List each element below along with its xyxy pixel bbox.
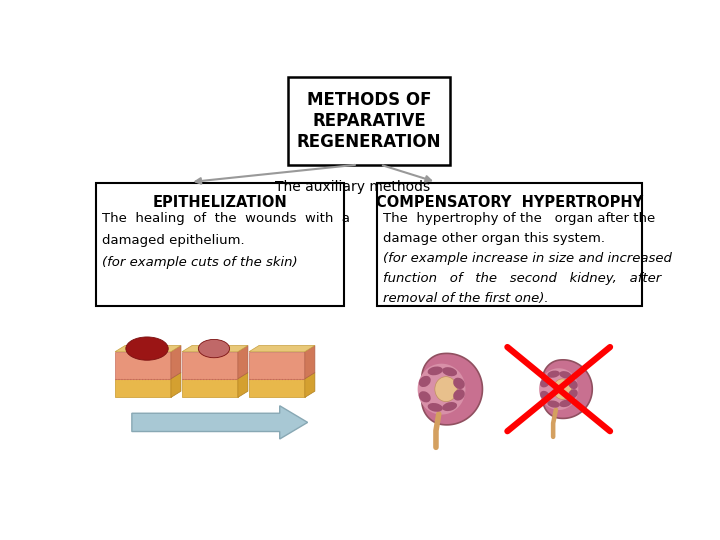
Polygon shape	[132, 406, 307, 439]
FancyBboxPatch shape	[96, 183, 344, 306]
Text: The  hypertrophy of the   organ after the: The hypertrophy of the organ after the	[383, 212, 655, 225]
Ellipse shape	[442, 367, 457, 376]
Polygon shape	[249, 352, 305, 379]
Ellipse shape	[547, 370, 559, 378]
Polygon shape	[182, 352, 238, 379]
Polygon shape	[539, 368, 578, 410]
Text: damaged epithelium.: damaged epithelium.	[102, 234, 245, 247]
Polygon shape	[182, 346, 248, 352]
Polygon shape	[249, 379, 305, 397]
FancyBboxPatch shape	[288, 77, 450, 165]
Text: (for example cuts of the skin): (for example cuts of the skin)	[102, 255, 298, 269]
Ellipse shape	[419, 391, 431, 402]
Polygon shape	[418, 363, 465, 415]
Polygon shape	[115, 352, 171, 379]
Polygon shape	[542, 360, 593, 419]
Ellipse shape	[453, 377, 465, 389]
Text: removal of the first one).: removal of the first one).	[383, 292, 549, 305]
Text: The auxiliary methods: The auxiliary methods	[275, 180, 430, 194]
Ellipse shape	[428, 367, 443, 375]
Polygon shape	[115, 379, 171, 397]
Polygon shape	[305, 373, 315, 397]
Ellipse shape	[126, 337, 168, 360]
Text: EPITHELIZATION: EPITHELIZATION	[153, 195, 287, 210]
FancyBboxPatch shape	[377, 183, 642, 306]
Ellipse shape	[540, 391, 550, 400]
Ellipse shape	[453, 389, 465, 401]
Text: METHODS OF
REPARATIVE
REGENERATION: METHODS OF REPARATIVE REGENERATION	[297, 91, 441, 151]
Ellipse shape	[553, 379, 572, 400]
Polygon shape	[171, 373, 181, 397]
Text: damage other organ this system.: damage other organ this system.	[383, 232, 605, 245]
Ellipse shape	[559, 400, 572, 407]
Ellipse shape	[568, 380, 577, 389]
Ellipse shape	[540, 378, 550, 387]
Polygon shape	[249, 346, 315, 352]
Polygon shape	[182, 379, 238, 397]
Text: The  healing  of  the  wounds  with  a: The healing of the wounds with a	[102, 212, 350, 225]
Polygon shape	[171, 346, 181, 379]
Text: COMPENSATORY  HYPERTROPHY: COMPENSATORY HYPERTROPHY	[377, 195, 644, 210]
Ellipse shape	[442, 402, 457, 411]
Polygon shape	[422, 353, 482, 425]
Polygon shape	[238, 373, 248, 397]
Ellipse shape	[559, 371, 572, 379]
Ellipse shape	[547, 401, 559, 408]
Ellipse shape	[428, 403, 443, 412]
Text: function   of   the   second   kidney,   after: function of the second kidney, after	[383, 272, 661, 285]
Polygon shape	[238, 346, 248, 379]
Ellipse shape	[419, 376, 431, 387]
Polygon shape	[115, 346, 181, 352]
Polygon shape	[305, 346, 315, 379]
Ellipse shape	[568, 389, 577, 399]
Text: (for example increase in size and increased: (for example increase in size and increa…	[383, 252, 672, 265]
Ellipse shape	[435, 377, 457, 402]
Ellipse shape	[199, 340, 230, 357]
